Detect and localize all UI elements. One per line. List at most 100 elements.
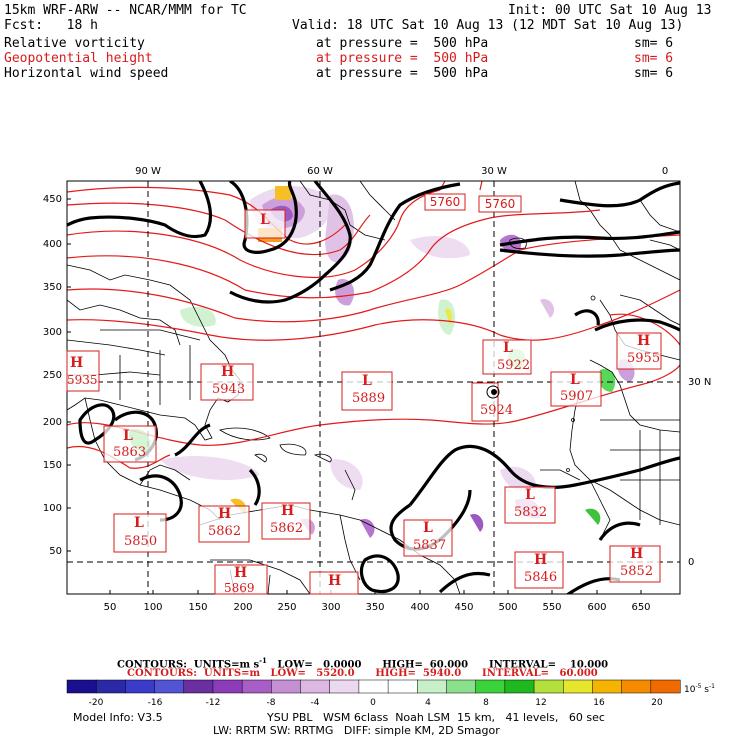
colorbar-swatch <box>271 679 302 694</box>
x-tick: 400 <box>410 602 429 613</box>
colorbar-label: 4 <box>425 698 431 708</box>
colorbar-swatches <box>66 679 681 694</box>
colorbar-swatch <box>154 679 185 694</box>
colorbar-label: -8 <box>267 698 276 708</box>
center-value: 5924 <box>480 403 514 418</box>
center-value: 5846 <box>524 570 558 585</box>
field-sm-wind: sm= 6 <box>634 66 674 81</box>
center-type: H <box>534 552 548 568</box>
field-sm-vorticity: sm= 6 <box>634 36 674 51</box>
y-tick: 50 <box>49 546 62 557</box>
colorbar: -20 -16 -12 -8 -4 0 4 8 12 16 20 <box>66 679 681 708</box>
x-tick: 300 <box>321 602 340 613</box>
lon-label-90w: 90 W <box>135 166 161 177</box>
colorbar-swatch <box>212 679 243 694</box>
x-tick: 150 <box>188 602 207 613</box>
center-type: L <box>260 212 270 228</box>
model-info: Model Info: V3.5 <box>73 711 163 724</box>
field-level-wind: at pressure = 500 hPa <box>316 66 489 81</box>
colorbar-swatch <box>183 679 214 694</box>
colorbar-swatch <box>650 679 681 694</box>
contour-label: 5760 <box>430 195 461 209</box>
field-level-vorticity: at pressure = 500 hPa <box>316 36 489 51</box>
center-value: 5922 <box>497 358 531 373</box>
colorbar-label: 8 <box>483 698 489 708</box>
field-name-vorticity: Relative vorticity <box>4 36 145 51</box>
center-value: 5862 <box>270 521 304 536</box>
x-tick: 250 <box>277 602 296 613</box>
field-name-wind: Horizontal wind speed <box>4 66 169 81</box>
model-title: 15km WRF-ARW -- NCAR/MMM for TC <box>4 3 247 18</box>
physics-line-1: YSU PBL WSM 6class Noah LSM 15 km, 41 le… <box>267 711 605 724</box>
colorbar-swatch <box>329 679 360 694</box>
center-type: L <box>362 373 372 389</box>
center-type: L <box>525 487 535 503</box>
center-value: 5852 <box>620 564 654 579</box>
x-tick: 350 <box>365 602 384 613</box>
center-type: L <box>570 372 580 388</box>
center-type: H <box>328 573 342 589</box>
lon-label-30w: 30 W <box>481 166 507 177</box>
colorbar-units: 10-5 s-1 <box>684 683 715 695</box>
colorbar-swatch <box>446 679 477 694</box>
center-value: 5935 <box>67 373 98 387</box>
colorbar-label: -12 <box>206 698 221 708</box>
colorbar-swatch <box>533 679 564 694</box>
colorbar-swatch <box>417 679 448 694</box>
colorbar-swatch <box>387 679 418 694</box>
colorbar-label: 12 <box>535 698 546 708</box>
lon-label-0: 0 <box>662 166 668 177</box>
lat-label-0: 0 <box>688 557 694 568</box>
center-type: H <box>218 506 232 522</box>
height-contour-info: CONTOURS: UNITS=m LOW= 5520.0 HIGH= 5940… <box>127 668 598 679</box>
x-tick: 550 <box>542 602 561 613</box>
field-name-height: Geopotential height <box>4 51 153 66</box>
center-type: H <box>221 364 235 380</box>
colorbar-label: 0 <box>370 698 376 708</box>
wind-speed-contours <box>67 181 680 594</box>
colorbar-swatch <box>621 679 652 694</box>
center-marker-ring <box>486 385 500 399</box>
center-type: L <box>503 340 513 356</box>
y-tick: 100 <box>43 503 62 514</box>
colorbar-swatch <box>125 679 156 694</box>
center-value: 5943 <box>212 382 246 397</box>
center-type: H <box>281 503 295 519</box>
y-tick: 150 <box>43 460 62 471</box>
forecast-hour: Fcst: 18 h <box>4 18 98 33</box>
center-marker <box>491 389 497 395</box>
y-tick: 300 <box>43 327 62 338</box>
pressure-center-boxes <box>66 209 662 595</box>
center-value: 5863 <box>113 445 147 460</box>
center-value: 5869 <box>224 581 255 595</box>
colorbar-swatch <box>504 679 535 694</box>
contour-label-boxes <box>424 193 522 213</box>
y-tick: 350 <box>43 282 62 293</box>
x-tick: 650 <box>631 602 650 613</box>
x-tick: 50 <box>104 602 117 613</box>
contour-label: 5760 <box>485 197 516 211</box>
colorbar-label: -16 <box>148 698 163 708</box>
colorbar-label: -4 <box>311 698 320 708</box>
colorbar-label: -20 <box>89 698 104 708</box>
x-tick: 450 <box>454 602 473 613</box>
colorbar-swatch <box>475 679 506 694</box>
colorbar-swatch <box>95 679 126 694</box>
center-value: 5955 <box>627 351 661 366</box>
colorbar-swatch <box>358 679 389 694</box>
y-tick: 450 <box>43 194 62 205</box>
wind-contour-info: CONTOURS: UNITS=m s-1 LOW= 0.0000 HIGH= … <box>117 656 609 671</box>
y-axis-ticks: 50 100 150 200 250 300 350 400 450 <box>43 194 62 557</box>
center-type: H <box>70 355 84 371</box>
colorbar-swatch <box>66 679 97 694</box>
colorbar-swatch <box>300 679 331 694</box>
x-tick: 500 <box>498 602 517 613</box>
colorbar-swatch <box>241 679 272 694</box>
field-level-height: at pressure = 500 hPa <box>316 51 489 66</box>
center-type: L <box>123 428 133 444</box>
y-tick: 200 <box>43 417 62 428</box>
field-sm-height: sm= 6 <box>634 51 674 66</box>
center-type: H <box>234 565 248 581</box>
x-tick: 600 <box>587 602 606 613</box>
